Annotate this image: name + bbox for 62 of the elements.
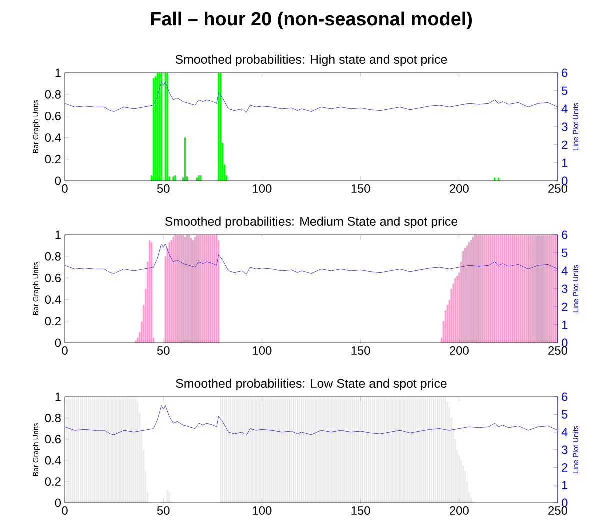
chart-title: Smoothed probabilities: Low State and spot price xyxy=(176,378,447,390)
y-tick-label: 0.4 xyxy=(45,134,62,142)
line-series xyxy=(65,406,558,436)
chart-title: Fall – hour 20 (non-seasonal model) xyxy=(151,12,472,30)
y-tick-label: 0.4 xyxy=(45,296,62,304)
y2-tick-label: 2 xyxy=(562,140,568,150)
y2-tick-label: 2 xyxy=(562,302,568,312)
y2-tick-label: 5 xyxy=(562,86,568,96)
x-tick-label: 200 xyxy=(450,506,469,515)
y-tick-label: 1 xyxy=(56,68,61,78)
y-tick-label: 0 xyxy=(55,338,62,348)
x-tick-label: 0 xyxy=(62,184,68,193)
x-tick-label: 0 xyxy=(62,346,68,355)
y2-tick-label: 6 xyxy=(562,230,568,240)
y2-tick-label: 2 xyxy=(562,463,568,472)
y-tick-label: 0.8 xyxy=(45,90,61,99)
y-tick-label: 0.6 xyxy=(45,274,61,282)
y2-tick-label: 3 xyxy=(562,122,568,132)
y2-tick-label: 5 xyxy=(562,410,568,419)
y-tick-label: 0.6 xyxy=(45,112,61,120)
y-tick-label: 0.2 xyxy=(45,317,61,326)
y2-tick-label: 1 xyxy=(562,481,568,490)
y2-tick-label: 3 xyxy=(562,446,568,454)
y2-tick-label: 1 xyxy=(562,320,568,330)
y2-tick-label: 5 xyxy=(562,248,568,258)
x-tick-label: 150 xyxy=(352,184,370,193)
x-tick-label: 100 xyxy=(253,184,272,193)
y-tick-label: 0 xyxy=(55,498,62,508)
y2-tick-label: 6 xyxy=(562,392,568,402)
x-tick-label: 50 xyxy=(157,346,170,355)
x-tick-label: 250 xyxy=(548,506,568,515)
y2-tick-label: 6 xyxy=(562,68,568,78)
y-tick-label: 0.6 xyxy=(45,435,61,444)
y2-tick-label: 4 xyxy=(562,428,568,436)
x-tick-label: 150 xyxy=(352,506,370,515)
x-tick-label: 250 xyxy=(548,346,568,355)
y2-tick-label: 3 xyxy=(562,284,568,294)
x-tick-label: 150 xyxy=(352,346,370,355)
y-tick-label: 0.2 xyxy=(45,155,61,164)
y-tick-label: 0 xyxy=(55,176,62,186)
x-tick-label: 0 xyxy=(62,506,68,515)
y-tick-label: 0.8 xyxy=(45,414,61,422)
y2-tick-label: 4 xyxy=(562,266,568,276)
y-tick-label: 0.8 xyxy=(45,252,61,261)
x-tick-label: 100 xyxy=(253,346,272,355)
x-tick-label: 200 xyxy=(450,184,469,193)
y-tick-label: 0.2 xyxy=(45,478,61,486)
y-tick-label: 1 xyxy=(56,392,61,402)
x-tick-label: 50 xyxy=(157,184,170,193)
x-tick-label: 250 xyxy=(548,184,568,193)
y2-tick-label: 1 xyxy=(562,158,568,168)
y2-tick-label: 4 xyxy=(562,104,568,114)
y-tick-label: 1 xyxy=(56,230,61,240)
y2-tick-label: 0 xyxy=(562,338,568,348)
y-tick-label: 0.4 xyxy=(45,456,62,465)
x-tick-label: 100 xyxy=(253,506,272,515)
x-tick-label: 50 xyxy=(157,506,170,515)
chart-subtitle: Smoothed probabilities: High state and spot price xyxy=(176,54,448,66)
y2-tick-label: 0 xyxy=(562,498,568,508)
y2-tick-label: 0 xyxy=(562,176,568,186)
chart-title: Smoothed probabilities: Medium State and spot price xyxy=(165,216,458,228)
x-tick-label: 200 xyxy=(450,346,469,355)
